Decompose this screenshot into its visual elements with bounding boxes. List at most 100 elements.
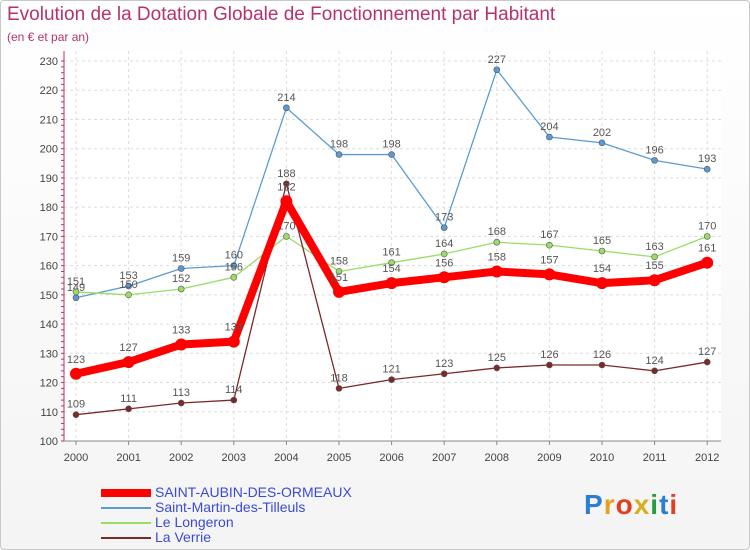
x-tick-label: 2007 — [432, 452, 456, 464]
data-point — [230, 262, 238, 269]
data-label: 202 — [593, 127, 611, 139]
data-label: 150 — [119, 279, 137, 291]
x-tick-label: 2008 — [485, 452, 509, 464]
data-point — [388, 151, 395, 158]
data-label: 204 — [540, 121, 558, 133]
logo-letter: r — [603, 489, 616, 520]
data-label: 133 — [172, 325, 190, 337]
data-label: 127 — [698, 346, 716, 358]
data-label: 159 — [172, 253, 190, 265]
logo-letter: o — [615, 489, 634, 520]
data-point — [125, 405, 132, 413]
y-tick-label: 140 — [40, 319, 58, 331]
data-label: 126 — [540, 349, 558, 361]
data-label: 124 — [645, 355, 663, 367]
y-tick-label: 210 — [40, 114, 58, 126]
x-tick-label: 2011 — [643, 452, 667, 464]
data-label: 158 — [330, 255, 348, 267]
data-point — [335, 268, 343, 275]
data-label: 193 — [698, 153, 716, 165]
data-label: 134 — [225, 322, 243, 334]
y-tick-label: 220 — [40, 85, 58, 97]
data-point — [651, 367, 658, 375]
legend-label: Le Longeron — [155, 514, 234, 530]
data-point — [230, 396, 238, 404]
data-label: 198 — [330, 139, 348, 151]
logo-letter: P — [584, 489, 604, 520]
y-tick-label: 100 — [40, 436, 58, 448]
x-tick-label: 2000 — [64, 452, 88, 464]
x-tick-label: 2012 — [695, 452, 719, 464]
data-point — [175, 338, 188, 351]
data-label: 161 — [698, 243, 716, 255]
x-tick-label: 2009 — [537, 452, 561, 464]
data-point — [651, 157, 658, 164]
data-point — [490, 265, 503, 278]
data-label: 151 — [67, 276, 85, 288]
data-label: 188 — [277, 168, 295, 180]
legend-swatch — [101, 507, 151, 509]
data-point — [385, 277, 398, 290]
logo-letter: x — [633, 489, 651, 520]
data-label: 227 — [488, 54, 506, 66]
data-point — [230, 274, 238, 281]
data-point — [438, 271, 451, 284]
data-point — [651, 253, 658, 261]
data-label: 153 — [119, 270, 137, 282]
data-label: 125 — [488, 352, 506, 364]
data-label: 214 — [277, 92, 295, 104]
logo-letter: i — [650, 489, 660, 520]
data-point — [701, 256, 714, 269]
data-point — [72, 294, 80, 302]
data-label: 118 — [330, 372, 348, 384]
data-point — [283, 104, 290, 112]
data-point — [227, 335, 240, 348]
data-label: 156 — [225, 261, 243, 273]
data-point — [440, 250, 448, 258]
data-label: 156 — [435, 257, 453, 269]
data-point — [72, 288, 80, 296]
data-point — [177, 399, 185, 407]
y-tick-label: 230 — [40, 56, 58, 68]
data-label: 152 — [172, 273, 190, 285]
legend-swatch — [101, 522, 151, 524]
data-label: 165 — [593, 235, 611, 247]
data-label: 161 — [382, 247, 400, 259]
legend-swatch — [101, 489, 151, 497]
logo-letter: i — [669, 489, 679, 520]
y-tick-label: 170 — [40, 231, 58, 243]
data-point — [72, 411, 80, 418]
data-label: 113 — [172, 387, 190, 399]
data-label: 121 — [382, 364, 400, 376]
logo-letter: t — [659, 489, 670, 520]
legend-label: La Verrie — [155, 529, 212, 545]
data-point — [335, 151, 343, 158]
data-point — [177, 265, 185, 272]
data-point — [388, 376, 395, 383]
data-point — [280, 195, 293, 208]
data-label: 163 — [645, 241, 663, 253]
data-label: 182 — [277, 181, 295, 193]
x-tick-label: 2004 — [274, 452, 298, 464]
data-label: 127 — [119, 342, 137, 354]
data-point — [493, 238, 501, 246]
data-label: 160 — [225, 250, 243, 262]
data-label: 173 — [435, 212, 453, 224]
data-label: 158 — [488, 251, 506, 263]
data-label: 168 — [488, 226, 506, 238]
data-point — [493, 364, 501, 372]
data-point — [546, 361, 553, 369]
data-label: 126 — [593, 349, 611, 361]
data-label: 196 — [645, 144, 663, 156]
plot-area — [64, 51, 721, 441]
data-point — [648, 274, 661, 287]
data-label: 170 — [698, 220, 716, 232]
data-point — [703, 358, 711, 366]
data-point — [543, 268, 556, 281]
data-point — [598, 247, 606, 255]
data-point — [598, 361, 606, 369]
data-point — [177, 285, 185, 293]
x-tick-label: 2006 — [379, 452, 403, 464]
data-point — [125, 291, 132, 299]
